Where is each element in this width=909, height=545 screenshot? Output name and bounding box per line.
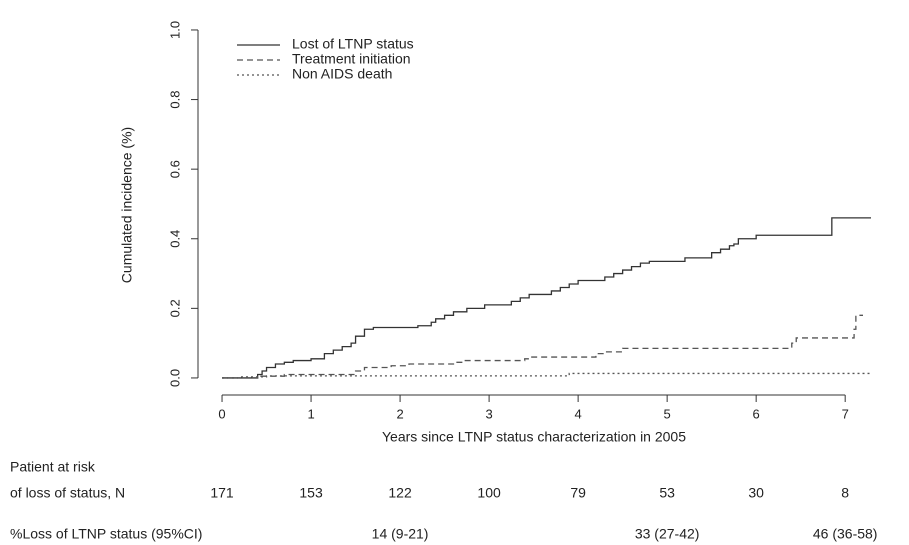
at-risk-value: 53 [659, 485, 675, 501]
risk-label: of loss of status, N [10, 485, 125, 501]
loss-value: 33 (27-42) [635, 526, 700, 542]
x-tick-label: 3 [485, 406, 492, 421]
step-line [222, 314, 863, 379]
x-tick-label: 1 [307, 406, 314, 421]
y-tick-label: 0.2 [167, 299, 182, 317]
y-tick-label: 0.8 [167, 91, 182, 109]
y-tick-label: 1.0 [167, 21, 182, 39]
legend-label: Non AIDS death [292, 66, 392, 82]
x-axis-title: Years since LTNP status characterization… [382, 429, 686, 445]
at-risk-value: 8 [841, 485, 849, 501]
at-risk-value: 30 [748, 485, 764, 501]
y-axis-title: Cumulated incidence (%) [119, 127, 135, 283]
at-risk-value: 79 [570, 485, 586, 501]
loss-value: 46 (36-58) [813, 526, 878, 542]
at-risk-value: 171 [210, 485, 234, 501]
y-tick-label: 0.0 [167, 369, 182, 387]
y-tick-label: 0.4 [167, 230, 182, 248]
legend-label: Lost of LTNP status [292, 36, 414, 52]
x-tick-label: 0 [218, 406, 225, 421]
step-line [222, 217, 871, 379]
at-risk-value: 122 [388, 485, 412, 501]
loss-label: %Loss of LTNP status (95%CI) [10, 526, 202, 542]
at-risk-value: 153 [299, 485, 323, 501]
legend-label: Treatment initiation [292, 51, 411, 67]
step-line [222, 372, 871, 379]
at-risk-value: 100 [477, 485, 501, 501]
x-tick-label: 6 [753, 406, 760, 421]
x-tick-label: 4 [575, 406, 582, 421]
x-tick-label: 2 [396, 406, 403, 421]
y-tick-label: 0.6 [167, 160, 182, 178]
loss-value: 14 (9-21) [372, 526, 429, 542]
x-tick-label: 7 [842, 406, 849, 421]
risk-label: Patient at risk [10, 459, 96, 475]
x-tick-label: 5 [664, 406, 671, 421]
